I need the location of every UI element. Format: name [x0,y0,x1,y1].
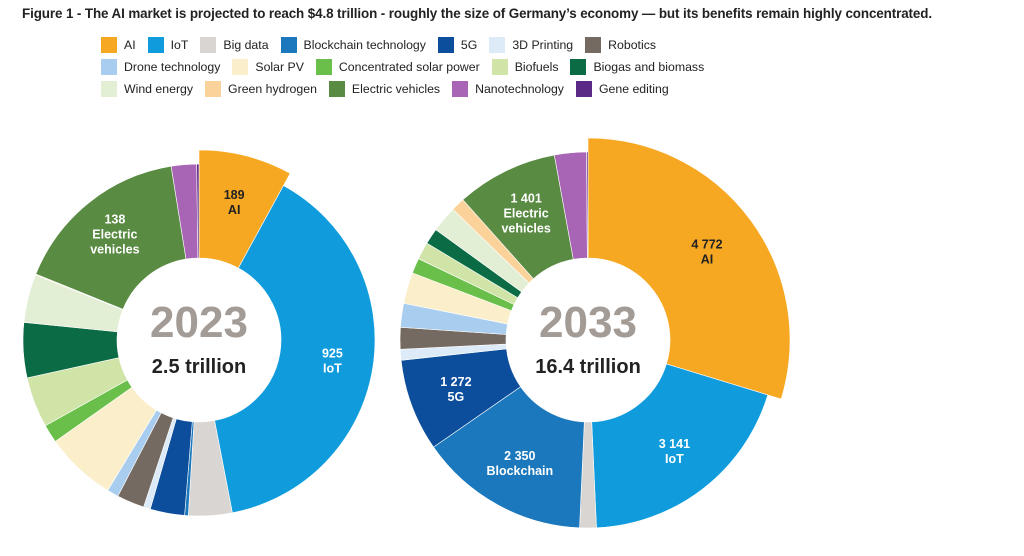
legend-swatch [101,37,117,53]
legend-item: Nanotechnology [452,81,564,97]
legend-item: 5G [437,37,478,53]
legend-label: Concentrated solar power [338,60,480,74]
legend-swatch [205,81,222,97]
legend-item: Drone technology [101,59,220,75]
center-year: 2033 [539,298,637,347]
center-total: 16.4 trillion [535,356,641,378]
legend-swatch [280,37,297,53]
legend-swatch [570,59,587,75]
legend-label: AI [124,38,136,52]
legend-swatch [585,37,602,53]
legend-label: Nanotechnology [475,82,564,96]
legend-swatch [491,59,508,75]
legend-label: 5G [460,38,478,52]
legend-label: Drone technology [124,60,221,74]
slice-iot [591,363,769,529]
slice-label: 3 141 IoT [659,437,690,466]
legend-row: Wind energy Green hydrogen Electric vehicl… [101,78,716,100]
legend-item: Biofuels [491,59,559,75]
legend-swatch [147,37,164,53]
slice-ai [198,149,291,269]
slice-ai [587,137,791,400]
legend-label: Wind energy [124,82,194,96]
legend-item: AI [101,37,136,53]
legend-item: Electric vehicles [328,81,441,97]
slice-label: 925 IoT [322,346,343,375]
legend-swatch [315,59,332,75]
slice-gene-editing [196,163,200,259]
legend-label: Robotics [608,38,656,52]
legend-label: Blockchain technology [303,38,426,52]
legend-item: Green hydrogen [205,81,317,97]
slice-label: 189 AI [224,188,245,217]
legend-label: Electric vehicles [351,82,441,96]
legend-item: Blockchain technology [280,37,426,53]
slice-label: 4 772 AI [691,237,722,266]
legend-swatch [232,59,249,75]
legend-swatch [452,81,469,97]
legend-swatch [489,37,506,53]
legend-label: Biogas and biomass [593,60,705,74]
legend-item: Gene editing [575,81,669,97]
donut-2033: 4 772 AI 3 141 IoT 2 350 Blockchain 1 272 5G 1 4… [399,137,791,529]
legend-item: Solar PV [232,59,304,75]
legend: AI IoT Big data Blockchain technology 5G 3D P… [101,34,716,100]
legend-label: Solar PV [255,60,304,74]
slice-blockchain-technology [433,386,585,529]
slice-electric-vehicles [35,165,187,310]
legend-swatch [101,59,117,75]
legend-label: Big data [223,38,269,52]
legend-swatch [575,81,592,97]
slice-label: 2 350 Blockchain [486,449,553,478]
slice-label: 1 401 Electric vehicles [501,191,550,235]
legend-item: IoT [147,37,189,53]
legend-item: Biogas and biomass [570,59,704,75]
legend-item: Robotics [585,37,656,53]
legend-label: Biofuels [514,60,559,74]
legend-swatch [437,37,454,53]
legend-row: Drone technology Solar PV Concentrated sol… [101,56,716,78]
legend-item: Wind energy [101,81,193,97]
slice-label: 1 272 5G [440,375,471,404]
legend-row: AI IoT Big data Blockchain technology 5G 3D P… [101,34,716,56]
figure-title: Figure 1 - The AI market is projected to… [22,6,932,21]
legend-label: Green hydrogen [228,82,317,96]
slice-gene-editing [586,151,589,259]
legend-swatch [200,37,217,53]
legend-label: Gene editing [598,82,669,96]
slice-iot [214,185,376,514]
legend-swatch [328,81,345,97]
slice-label: 138 Electric vehicles [90,212,139,256]
center-total: 2.5 trillion [152,356,246,378]
legend-label: IoT [170,38,189,52]
legend-item: 3D Printing [489,37,573,53]
legend-label: 3D Printing [512,38,574,52]
legend-swatch [101,81,117,97]
legend-item: Concentrated solar power [315,59,480,75]
legend-item: Big data [200,37,269,53]
center-year: 2023 [150,298,248,347]
